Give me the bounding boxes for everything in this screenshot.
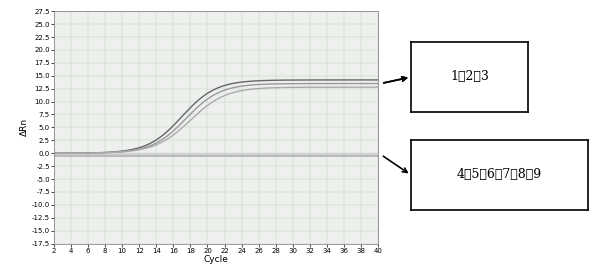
Text: 4、5、6、7、8、9: 4、5、6、7、8、9 xyxy=(457,169,542,181)
Text: 1、2、3: 1、2、3 xyxy=(450,71,489,83)
Y-axis label: ΔRn: ΔRn xyxy=(20,118,29,136)
X-axis label: Cycle: Cycle xyxy=(203,255,229,264)
